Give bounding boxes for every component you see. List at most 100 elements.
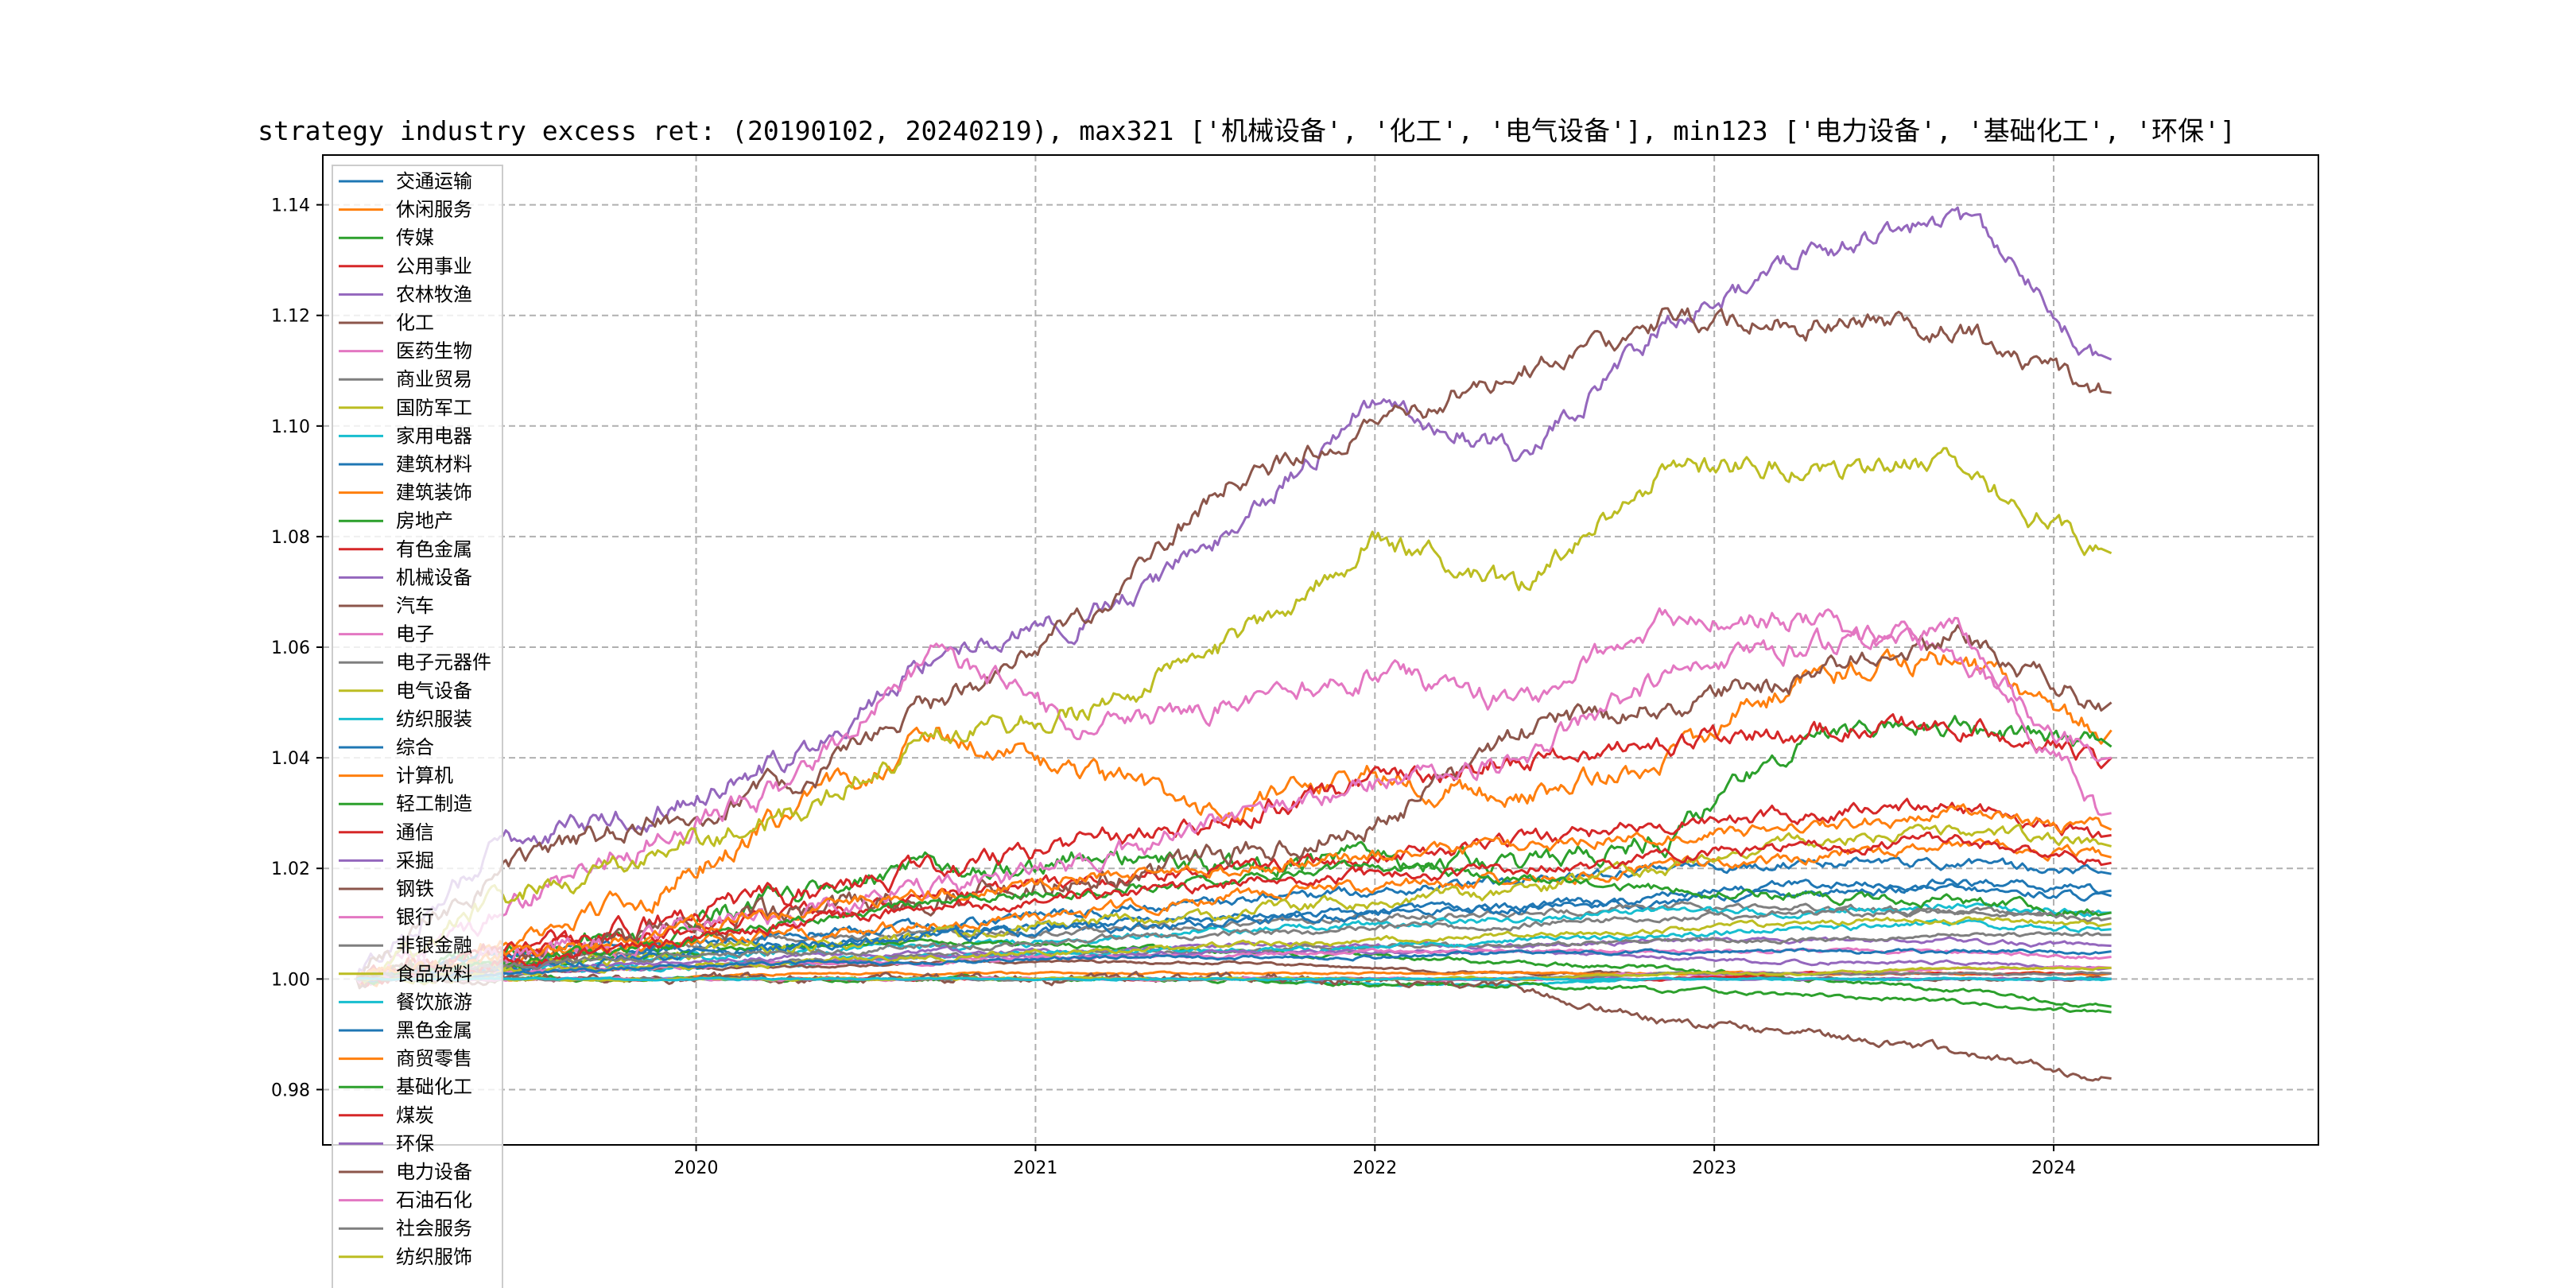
legend-label: 房地产 — [396, 510, 453, 532]
legend-label: 有色金属 — [396, 538, 472, 561]
legend-item: 汽车 — [339, 595, 434, 617]
legend-item: 电子 — [339, 623, 434, 646]
legend-label: 农林牧渔 — [396, 283, 472, 305]
legend-item: 石油石化 — [339, 1189, 472, 1212]
legend-item: 休闲服务 — [339, 199, 472, 221]
series-line — [355, 797, 2112, 988]
legend-label: 商业贸易 — [396, 368, 472, 390]
legend-label: 基础化工 — [396, 1076, 472, 1098]
legend-item: 传媒 — [339, 227, 434, 249]
legend-item: 公用事业 — [339, 255, 472, 277]
y-tick-label: 1.00 — [271, 970, 310, 990]
legend-label: 黑色金属 — [396, 1019, 472, 1042]
legend-label: 煤炭 — [396, 1104, 434, 1127]
series-line — [356, 936, 2112, 983]
series-line — [356, 907, 2112, 982]
legend-item: 建筑材料 — [339, 453, 472, 475]
series-line — [356, 831, 2112, 985]
legend-label: 医药生物 — [396, 340, 472, 363]
legend-label: 电子 — [396, 623, 434, 646]
legend-label: 建筑装饰 — [396, 482, 472, 504]
legend-label: 通信 — [396, 821, 434, 844]
series-line — [356, 947, 2112, 983]
legend-item: 食品饮料 — [339, 963, 472, 985]
x-tick-label: 2022 — [1352, 1158, 1397, 1178]
legend-item: 非银金融 — [339, 934, 472, 956]
legend-label: 家用电器 — [396, 425, 472, 447]
legend-item: 餐饮旅游 — [339, 991, 472, 1013]
legend-item: 基础化工 — [339, 1076, 472, 1098]
legend-item: 纺织服饰 — [339, 1246, 472, 1268]
legend-item: 黑色金属 — [339, 1019, 472, 1042]
legend-label: 商贸零售 — [396, 1048, 472, 1070]
legend-item: 电子元器件 — [339, 651, 491, 673]
legend-item: 建筑装饰 — [339, 482, 472, 504]
legend-label: 餐饮旅游 — [396, 991, 472, 1013]
legend-label: 电力设备 — [396, 1161, 472, 1183]
legend-item: 银行 — [339, 906, 434, 929]
legend-label: 非银金融 — [396, 934, 472, 956]
legend-item: 国防军工 — [339, 397, 472, 419]
y-tick-label: 0.98 — [271, 1080, 310, 1100]
legend-item: 通信 — [339, 821, 434, 844]
y-tick-label: 1.10 — [271, 417, 310, 437]
x-tick-label: 2021 — [1013, 1158, 1057, 1178]
series-line — [356, 976, 2112, 982]
series-line — [355, 616, 2112, 984]
legend-label: 交通运输 — [396, 170, 472, 192]
chart-title: strategy industry excess ret: (20190102,… — [258, 115, 2236, 146]
legend-label: 食品饮料 — [396, 963, 472, 985]
legend-label: 社会服务 — [396, 1217, 472, 1240]
legend-item: 社会服务 — [339, 1217, 472, 1240]
series-line — [355, 803, 2112, 980]
legend-label: 综合 — [396, 736, 434, 758]
legend-item: 机械设备 — [339, 566, 472, 588]
legend-item: 钢铁 — [339, 878, 434, 900]
y-tick-label: 1.04 — [271, 749, 310, 769]
series-line — [355, 607, 2112, 986]
series-line — [356, 307, 2112, 981]
legend-label: 银行 — [396, 906, 434, 929]
legend-item: 纺织服装 — [339, 708, 472, 730]
legend-item: 轻工制造 — [339, 793, 472, 815]
series-line — [355, 901, 2112, 980]
legend-item: 电气设备 — [339, 680, 472, 702]
legend-label: 轻工制造 — [396, 793, 472, 815]
legend-item: 房地产 — [339, 510, 453, 532]
legend-item: 环保 — [339, 1132, 434, 1154]
legend-label: 化工 — [396, 312, 434, 334]
legend-item: 综合 — [339, 736, 434, 758]
legend-label: 石油石化 — [396, 1189, 472, 1212]
legend-label: 纺织服饰 — [396, 1246, 472, 1268]
y-tick-label: 1.02 — [271, 859, 310, 879]
plot-area — [322, 154, 2319, 1146]
legend-label: 汽车 — [396, 595, 434, 617]
legend-label: 电气设备 — [396, 680, 472, 702]
series-lines — [355, 206, 2112, 1082]
x-tick-label: 2020 — [674, 1158, 719, 1178]
legend-label: 环保 — [396, 1132, 434, 1154]
legend: 交通运输休闲服务传媒公用事业农林牧渔化工医药生物商业贸易国防军工家用电器建筑材料… — [332, 165, 503, 1288]
legend-item: 交通运输 — [339, 170, 472, 192]
legend-box — [332, 165, 503, 1288]
legend-item: 采掘 — [339, 849, 434, 871]
legend-label: 休闲服务 — [396, 199, 472, 221]
legend-label: 计算机 — [396, 765, 453, 787]
legend-item: 商业贸易 — [339, 368, 472, 390]
y-tick-label: 1.12 — [271, 307, 310, 327]
series-line — [356, 878, 2112, 980]
legend-item: 电力设备 — [339, 1161, 472, 1183]
x-tick-label: 2023 — [1692, 1158, 1736, 1178]
legend-item: 医药生物 — [339, 340, 472, 363]
legend-item: 农林牧渔 — [339, 283, 472, 305]
legend-item: 煤炭 — [339, 1104, 434, 1127]
series-line — [355, 206, 2112, 980]
legend-label: 纺织服装 — [396, 708, 472, 730]
y-tick-label: 1.08 — [271, 528, 310, 548]
legend-label: 国防军工 — [396, 397, 472, 419]
legend-item: 商贸零售 — [339, 1048, 472, 1070]
legend-label: 建筑材料 — [396, 453, 472, 475]
series-line — [356, 447, 2112, 986]
legend-item: 有色金属 — [339, 538, 472, 561]
legend-item: 计算机 — [339, 765, 453, 787]
